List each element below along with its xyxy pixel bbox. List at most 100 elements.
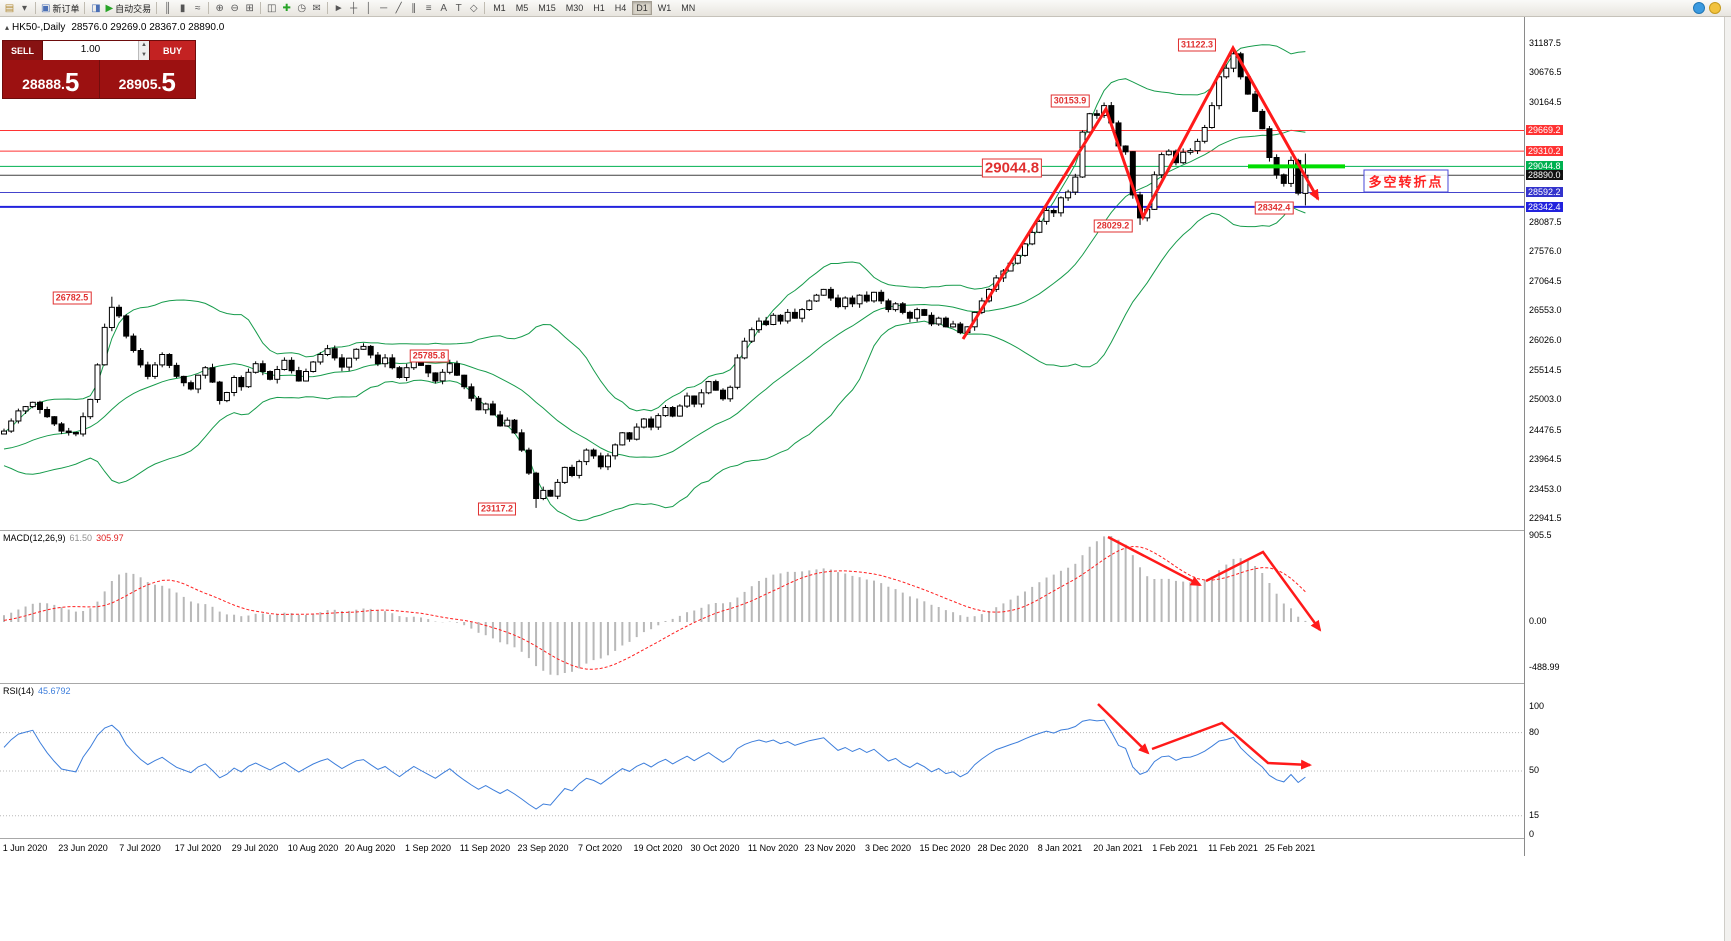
timeframe-MN[interactable]: MN [681,3,696,13]
timeframe-M5[interactable]: M5 [515,3,529,13]
arrows-icon[interactable]: ◇ [466,1,481,16]
price-tick: 24476.5 [1529,425,1562,435]
one-click-trading-widget: SELL 1.00 ▲ ▼ BUY 28888. 5 28905. 5 [2,40,196,99]
crosshair-icon[interactable]: ┼ [346,1,361,16]
timeframe-M30[interactable]: M30 [565,3,584,13]
chart-ohlc-values: 28576.0 29269.0 28367.0 28890.0 [71,22,225,33]
notification-icon[interactable] [1709,2,1721,14]
trend-arrow[interactable] [1205,550,1322,632]
zoom-out-icon[interactable]: ⊖ [227,1,242,16]
price-badge-28890.0: 28890.0 [1526,170,1563,180]
vertical-scrollbar[interactable] [1724,0,1731,941]
autotrading-icon[interactable]: ▶ 自动交易 [103,1,153,16]
macd-canvas[interactable] [0,531,1524,683]
channel-icon[interactable]: ∥ [406,1,421,16]
collapse-icon[interactable]: ▴ [5,23,10,32]
macd-signal-line[interactable] [3,545,1306,670]
toolbar-separator [484,2,486,14]
date-tick: 25 Feb 2021 [1264,843,1316,853]
volume-up-icon[interactable]: ▲ [139,41,149,51]
price-tick: 30164.5 [1529,97,1562,107]
rsi-name: RSI(14) [3,686,35,696]
cursor-icon: ► [333,2,344,14]
new-chart-icon[interactable]: ▤ [2,1,17,16]
main-chart-canvas[interactable] [0,17,1524,530]
date-tick: 23 Nov 2020 [804,843,856,853]
trend-arrow[interactable] [1097,703,1150,755]
toolbar-separator [327,2,329,14]
cursor-icon[interactable]: ► [331,1,346,16]
horizontal-line-icon: ─ [380,2,388,14]
toolbar-separator [156,2,158,14]
arrows-icon: ◇ [469,2,478,14]
new-order-icon[interactable]: ▣ 新订单 [39,1,81,16]
timeframe-D1[interactable]: D1 [632,1,652,15]
macd-axis-tick: 0.00 [1529,616,1547,626]
template-icon[interactable]: ✉ [309,1,324,16]
price-tick: 27064.5 [1529,276,1562,286]
community-icon[interactable] [1693,2,1705,14]
date-tick: 3 Dec 2020 [864,843,912,853]
price-axis[interactable]: 31187.5 30676.5 30164.5 28087.5 27576.0 27064… [1524,17,1570,856]
candlestick-chart-icon[interactable]: ▮ [175,1,190,16]
timeframe-M15[interactable]: M15 [538,3,556,13]
rsi-value: 45.6792 [38,686,71,696]
trend-arrow[interactable] [961,44,1320,340]
bar-chart-icon[interactable]: ║ [160,1,175,16]
trend-arrow[interactable] [1107,535,1202,587]
volume-down-icon[interactable]: ▼ [139,50,149,60]
timeframe-H1[interactable]: H1 [593,3,605,13]
fibonacci-icon[interactable]: ≡ [421,1,436,16]
rsi-panel[interactable]: RSI(14) 45.6792 [0,683,1524,838]
buy-price[interactable]: 28905. 5 [98,60,195,98]
toolbar-separator [35,2,36,14]
trend-arrow[interactable] [1151,721,1312,770]
buy-button[interactable]: BUY [149,41,195,60]
timeframe-H4[interactable]: H4 [614,3,627,13]
buy-price-pip: 5 [161,67,176,97]
price-badge-29044.8: 29044.8 [1526,161,1563,171]
channel-icon: ∥ [411,2,417,14]
rsi-axis-tick: 80 [1529,727,1540,737]
horizontal-line-icon[interactable]: ─ [376,1,391,16]
macd-panel[interactable]: MACD(12,26,9) 61.50 305.97 [0,530,1524,683]
volume-input[interactable]: 1.00 [43,41,138,60]
volume-field: 1.00 ▲ ▼ [43,41,149,60]
vertical-line-icon[interactable]: │ [361,1,376,16]
add-indicator-icon[interactable]: ✚ [279,1,294,16]
text-icon[interactable]: A [436,1,451,16]
line-chart-icon: ≈ [194,2,201,14]
bollinger-middle-band[interactable] [3,129,1306,458]
sell-button[interactable]: SELL [3,41,43,60]
indicator-list-icon[interactable]: ⊞ [242,1,257,16]
price-tick: 23964.5 [1529,454,1562,464]
date-tick: 1 Jun 2020 [2,843,48,853]
macd-signal-value: 305.97 [96,533,124,543]
sell-price[interactable]: 28888. 5 [3,60,99,98]
autotrading-icon: ▶ [105,2,114,14]
price-badge-28342.4: 28342.4 [1526,202,1563,212]
terminal-icon[interactable]: ◨ [88,1,103,16]
main-chart[interactable] [0,17,1524,530]
rsi-canvas[interactable] [0,684,1524,838]
timeframe-M1[interactable]: M1 [493,3,506,13]
rsi-line[interactable] [3,719,1306,810]
bollinger-upper-band[interactable] [3,44,1306,433]
trendline-icon[interactable]: ╱ [391,1,406,16]
date-tick: 29 Jul 2020 [231,843,279,853]
line-chart-icon[interactable]: ≈ [190,1,205,16]
period-selector-icon[interactable]: ◷ [294,1,309,16]
text-icon: A [440,2,448,14]
candles[interactable] [1,46,1309,508]
zoom-in-icon[interactable]: ⊕ [212,1,227,16]
timeframe-W1[interactable]: W1 [657,3,672,13]
tile-windows-icon: ◫ [266,2,277,14]
tile-windows-icon[interactable]: ◫ [264,1,279,16]
label-icon[interactable]: T [451,1,466,16]
date-tick: 11 Nov 2020 [747,843,799,853]
bollinger-lower-band[interactable] [3,206,1306,522]
date-axis[interactable]: 1 Jun 2020 23 Jun 2020 7 Jul 2020 17 Jul 20… [0,838,1524,856]
chart-profiles-icon[interactable]: ▾ [17,1,32,16]
date-tick: 11 Feb 2021 [1208,843,1258,853]
price-badge-28592.2: 28592.2 [1526,187,1563,197]
